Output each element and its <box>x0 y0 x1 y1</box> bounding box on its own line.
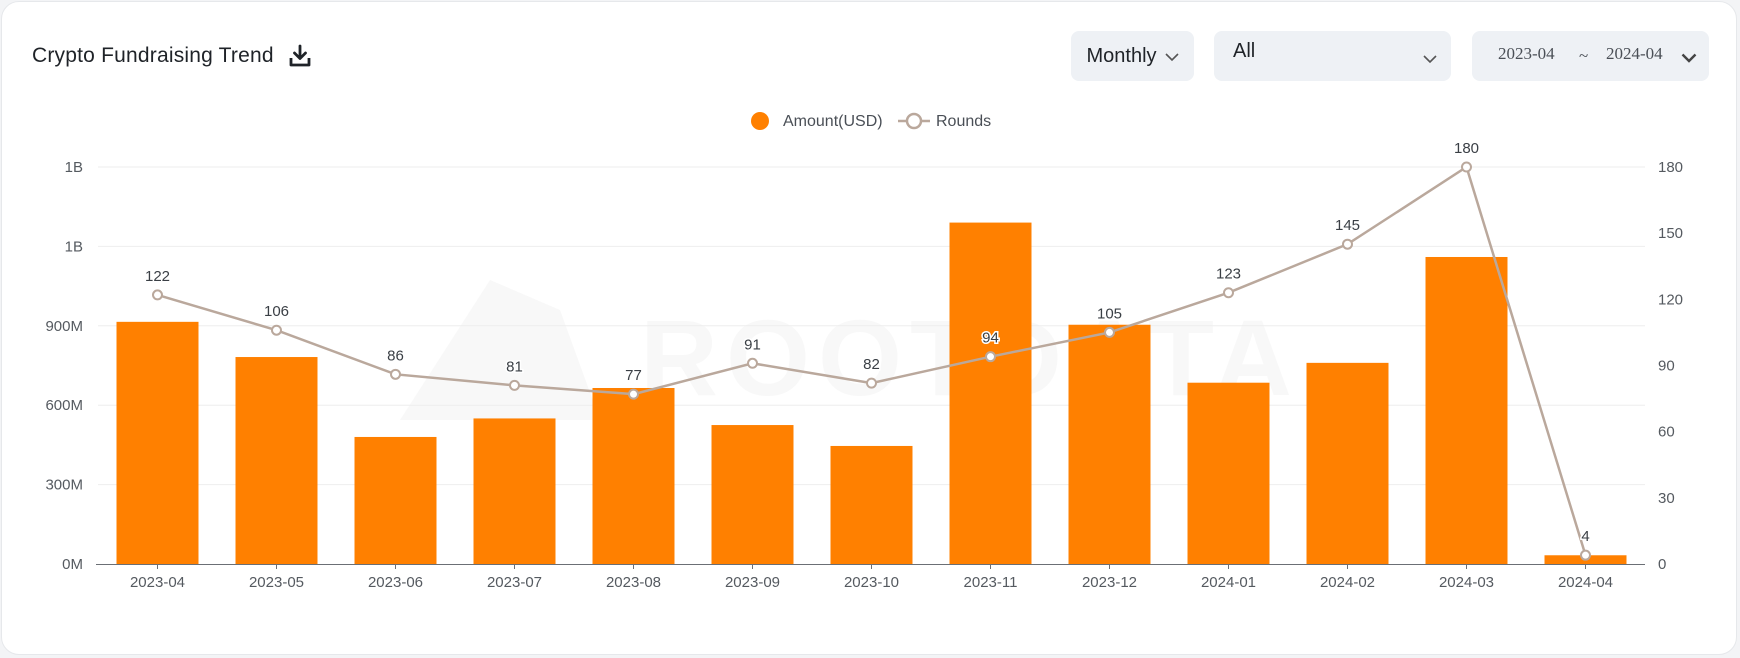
x-tick-label: 2024-04 <box>1558 574 1613 591</box>
period-select-value: Monthly <box>1086 44 1157 67</box>
rounds-data-label: 94 <box>982 330 999 347</box>
bar[interactable] <box>711 425 794 564</box>
rounds-point[interactable] <box>1223 287 1234 299</box>
bar[interactable] <box>949 222 1032 564</box>
y-right-tick-label: 0 <box>1658 556 1666 573</box>
x-tick-label: 2023-07 <box>487 574 542 591</box>
x-tick-label: 2023-08 <box>606 574 661 591</box>
date-range-end[interactable]: 2024-04 <box>1606 44 1663 63</box>
title-wrap: Crypto Fundraising Trend <box>32 44 312 68</box>
rounds-point[interactable] <box>509 379 520 391</box>
chevron-down-icon <box>1681 48 1697 68</box>
rounds-data-label: 77 <box>625 367 642 384</box>
y-right-tick-label: 30 <box>1658 490 1675 507</box>
download-icon[interactable] <box>288 44 312 68</box>
x-tick-label: 2024-01 <box>1201 574 1256 591</box>
x-tick-label: 2024-02 <box>1320 574 1375 591</box>
x-tick-label: 2023-10 <box>844 574 899 591</box>
rounds-data-label: 123 <box>1216 266 1241 283</box>
category-select[interactable]: All <box>1214 31 1451 81</box>
legend[interactable]: Amount(USD) Rounds <box>751 112 991 130</box>
axis-layer: 0M 300M 600M 900M 1B 1B 0 30 60 90 120 150 180 2023-0… <box>45 159 1683 591</box>
y-right-tick-label: 120 <box>1658 291 1683 308</box>
rounds-point[interactable] <box>747 357 758 369</box>
rounds-point[interactable] <box>1461 161 1472 173</box>
x-tick-label: 2023-12 <box>1082 574 1137 591</box>
x-tick-label: 2023-04 <box>130 574 185 591</box>
line-layer: 122 106 86 81 77 91 82 94 105 123 145 180 4 <box>143 139 1591 561</box>
y-left-tick-label: 300M <box>45 477 83 494</box>
bar[interactable] <box>116 321 199 564</box>
rounds-data-label: 4 <box>1581 528 1589 545</box>
y-right-tick-label: 90 <box>1658 358 1675 375</box>
rounds-data-label: 82 <box>863 356 880 373</box>
category-select-value: All <box>1233 40 1256 62</box>
chevron-down-icon <box>1164 45 1179 68</box>
y-left-tick-label: 600M <box>45 397 83 414</box>
bar[interactable] <box>1306 362 1389 564</box>
rounds-point[interactable] <box>390 368 401 380</box>
legend-amount-label: Amount(USD) <box>783 113 883 130</box>
chart-title: Crypto Fundraising Trend <box>32 44 274 67</box>
rounds-data-label: 91 <box>744 336 761 353</box>
rounds-point[interactable] <box>866 377 877 389</box>
rounds-point[interactable] <box>1580 549 1591 561</box>
y-left-tick-label: 1B <box>65 238 83 255</box>
bar-layer <box>116 222 1627 564</box>
bar[interactable] <box>1187 382 1270 564</box>
rounds-data-label: 180 <box>1454 140 1479 157</box>
period-select[interactable]: Monthly <box>1071 31 1194 81</box>
x-tick-label: 2023-06 <box>368 574 423 591</box>
rounds-point[interactable] <box>152 289 163 301</box>
rounds-data-label: 81 <box>506 358 523 375</box>
rounds-point[interactable] <box>1104 326 1115 338</box>
y-left-tick-label: 1B <box>65 159 83 176</box>
rounds-data-label: 105 <box>1097 305 1122 322</box>
y-left-tick-label: 0M <box>62 556 83 573</box>
chevron-down-icon <box>1423 47 1437 70</box>
date-range-separator: ~ <box>1579 46 1589 65</box>
y-left-tick-label: 900M <box>45 318 83 335</box>
rounds-data-label: 106 <box>264 303 289 320</box>
bar[interactable] <box>592 387 675 564</box>
date-range-picker[interactable]: 2023-04 ~ 2024-04 <box>1472 31 1709 81</box>
grid-layer <box>98 166 1645 486</box>
legend-rounds-label: Rounds <box>936 113 991 130</box>
bar[interactable] <box>354 436 437 564</box>
rounds-point[interactable] <box>628 388 639 400</box>
x-tick-label: 2024-03 <box>1439 574 1494 591</box>
y-right-tick-label: 150 <box>1658 225 1683 242</box>
date-range-start[interactable]: 2023-04 <box>1498 44 1555 63</box>
x-tick-label: 2023-11 <box>964 574 1018 591</box>
bar[interactable] <box>1068 324 1151 564</box>
rounds-data-label: 145 <box>1335 217 1360 234</box>
rounds-data-label: 122 <box>145 268 170 285</box>
bar[interactable] <box>473 418 556 564</box>
bar[interactable] <box>830 445 913 564</box>
bar[interactable] <box>1425 256 1508 564</box>
rounds-point[interactable] <box>271 324 282 336</box>
x-tick-label: 2023-05 <box>249 574 304 591</box>
y-right-tick-label: 180 <box>1658 159 1683 176</box>
x-tick-label: 2023-09 <box>725 574 780 591</box>
y-right-tick-label: 60 <box>1658 424 1675 441</box>
legend-amount-marker <box>751 112 769 130</box>
rounds-point[interactable] <box>985 351 996 363</box>
watermark: ROOTDATA <box>400 280 1292 420</box>
bar[interactable] <box>235 357 318 564</box>
rounds-data-label: 86 <box>387 347 404 364</box>
rounds-point[interactable] <box>1342 238 1353 250</box>
legend-rounds-marker <box>905 112 923 130</box>
